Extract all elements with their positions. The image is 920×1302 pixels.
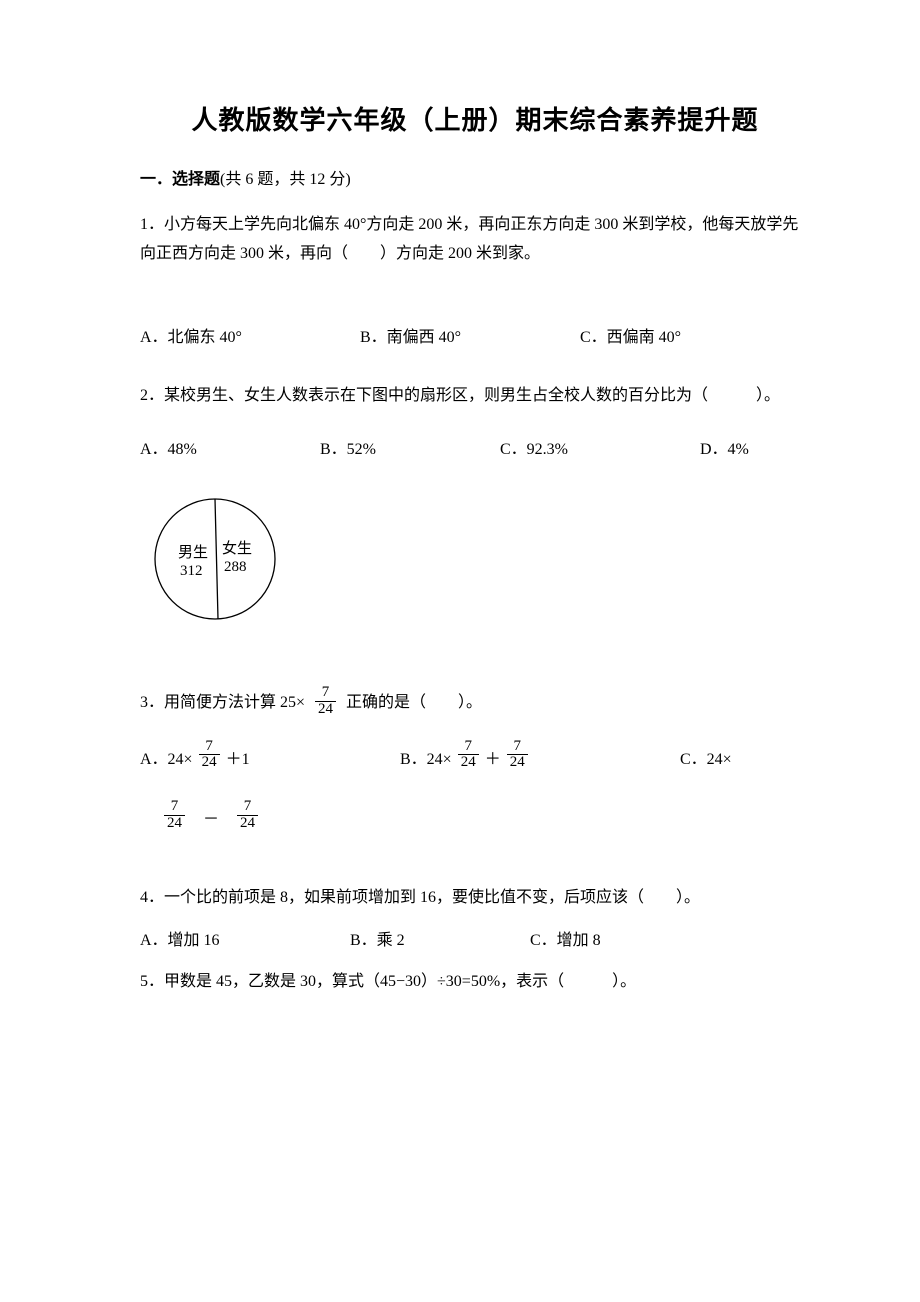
q3-a-frac: 7 24 xyxy=(199,739,220,772)
q1-option-c: C．西偏南 40° xyxy=(580,323,681,347)
q3-a-post: ＋1 xyxy=(226,745,250,769)
pie-left-label-2: 312 xyxy=(180,563,203,579)
question-2: 2．某校男生、女生人数表示在下图中的扇形区，则男生占全校人数的百分比为（ ）。 … xyxy=(140,377,810,634)
question-4-text: 4．一个比的前项是 8，如果前项增加到 16，要使比值不变，后项应该（ ）。 xyxy=(140,884,810,913)
question-2-options: A．48% B．52% C．92.3% D．4% xyxy=(140,435,810,459)
q3-option-c-part2: 7 24 － 7 24 xyxy=(140,801,810,834)
q3-c-pre: C．24× xyxy=(680,745,732,769)
question-1-text: 1．小方每天上学先向北偏东 40°方向走 200 米，再向正东方向走 300 米… xyxy=(140,211,810,269)
question-5: 5．甲数是 45，乙数是 30，算式（45−30）÷30=50%，表示（ ）。 xyxy=(140,968,810,997)
question-4: 4．一个比的前项是 8，如果前项增加到 16，要使比值不变，后项应该（ ）。 A… xyxy=(140,884,810,951)
q3-b-pre: B．24× xyxy=(400,745,452,769)
pie-chart-svg: 男生 312 女生 288 xyxy=(140,489,290,629)
q2-option-c: C．92.3% xyxy=(500,435,700,459)
q3-b-frac1: 7 24 xyxy=(458,739,479,772)
question-4-options: A．增加 16 B．乘 2 C．增加 8 xyxy=(140,926,810,950)
q2-option-d: D．4% xyxy=(700,435,749,459)
q3-prefix: 3．用简便方法计算 25× xyxy=(140,694,305,711)
q4-option-b: B．乘 2 xyxy=(350,926,530,950)
q4-option-c: C．增加 8 xyxy=(530,926,601,950)
q3-frac-den: 24 xyxy=(315,702,336,718)
q4-option-a: A．增加 16 xyxy=(140,926,350,950)
question-1: 1．小方每天上学先向北偏东 40°方向走 200 米，再向正东方向走 300 米… xyxy=(140,211,810,347)
q3-b-frac2: 7 24 xyxy=(507,739,528,772)
q3-suffix: 正确的是（ ）。 xyxy=(346,694,482,711)
q2-option-b: B．52% xyxy=(320,435,500,459)
question-1-options: A．北偏东 40° B．南偏西 40° C．西偏南 40° xyxy=(140,323,810,347)
document-title: 人教版数学六年级（上册）期末综合素养提升题 xyxy=(140,100,810,137)
q1-option-b: B．南偏西 40° xyxy=(360,323,580,347)
question-3-text: 3．用简便方法计算 25× 7 24 正确的是（ ）。 xyxy=(140,684,810,723)
q2-option-a: A．48% xyxy=(140,435,320,459)
q3-c-frac1: 7 24 xyxy=(164,799,185,832)
q3-b-mid: ＋ xyxy=(485,745,501,769)
page-container: 人教版数学六年级（上册）期末综合素养提升题 一．选择题(共 6 题，共 12 分… xyxy=(0,0,920,1087)
q3-option-a: A．24× 7 24 ＋1 xyxy=(140,741,400,774)
question-3: 3．用简便方法计算 25× 7 24 正确的是（ ）。 A．24× 7 24 ＋… xyxy=(140,684,810,834)
section-1-header: 一．选择题(共 6 题，共 12 分) xyxy=(140,165,810,189)
section-1-label-bold: 一．选择题 xyxy=(140,171,220,188)
section-1-label-rest: (共 6 题，共 12 分) xyxy=(220,171,351,188)
pie-left-label-1: 男生 xyxy=(178,544,208,561)
pie-right-label-1: 女生 xyxy=(222,539,252,557)
q3-c-frac2: 7 24 xyxy=(237,799,258,832)
q3-option-b: B．24× 7 24 ＋ 7 24 xyxy=(400,741,680,774)
q3-fraction: 7 24 xyxy=(315,685,336,718)
q1-option-a: A．北偏东 40° xyxy=(140,323,360,347)
question-3-options: A．24× 7 24 ＋1 B．24× 7 24 ＋ 7 xyxy=(140,741,810,834)
pie-chart: 男生 312 女生 288 xyxy=(140,489,810,634)
q3-option-c-part1: C．24× xyxy=(680,745,732,769)
question-5-text: 5．甲数是 45，乙数是 30，算式（45−30）÷30=50%，表示（ ）。 xyxy=(140,968,810,997)
q3-a-pre: A．24× xyxy=(140,745,193,769)
pie-divider xyxy=(215,499,218,619)
q3-c-mid: － xyxy=(203,805,219,829)
pie-right-label-2: 288 xyxy=(224,559,247,575)
q3-frac-num: 7 xyxy=(315,685,336,702)
question-2-text: 2．某校男生、女生人数表示在下图中的扇形区，则男生占全校人数的百分比为（ ）。 xyxy=(140,377,810,415)
